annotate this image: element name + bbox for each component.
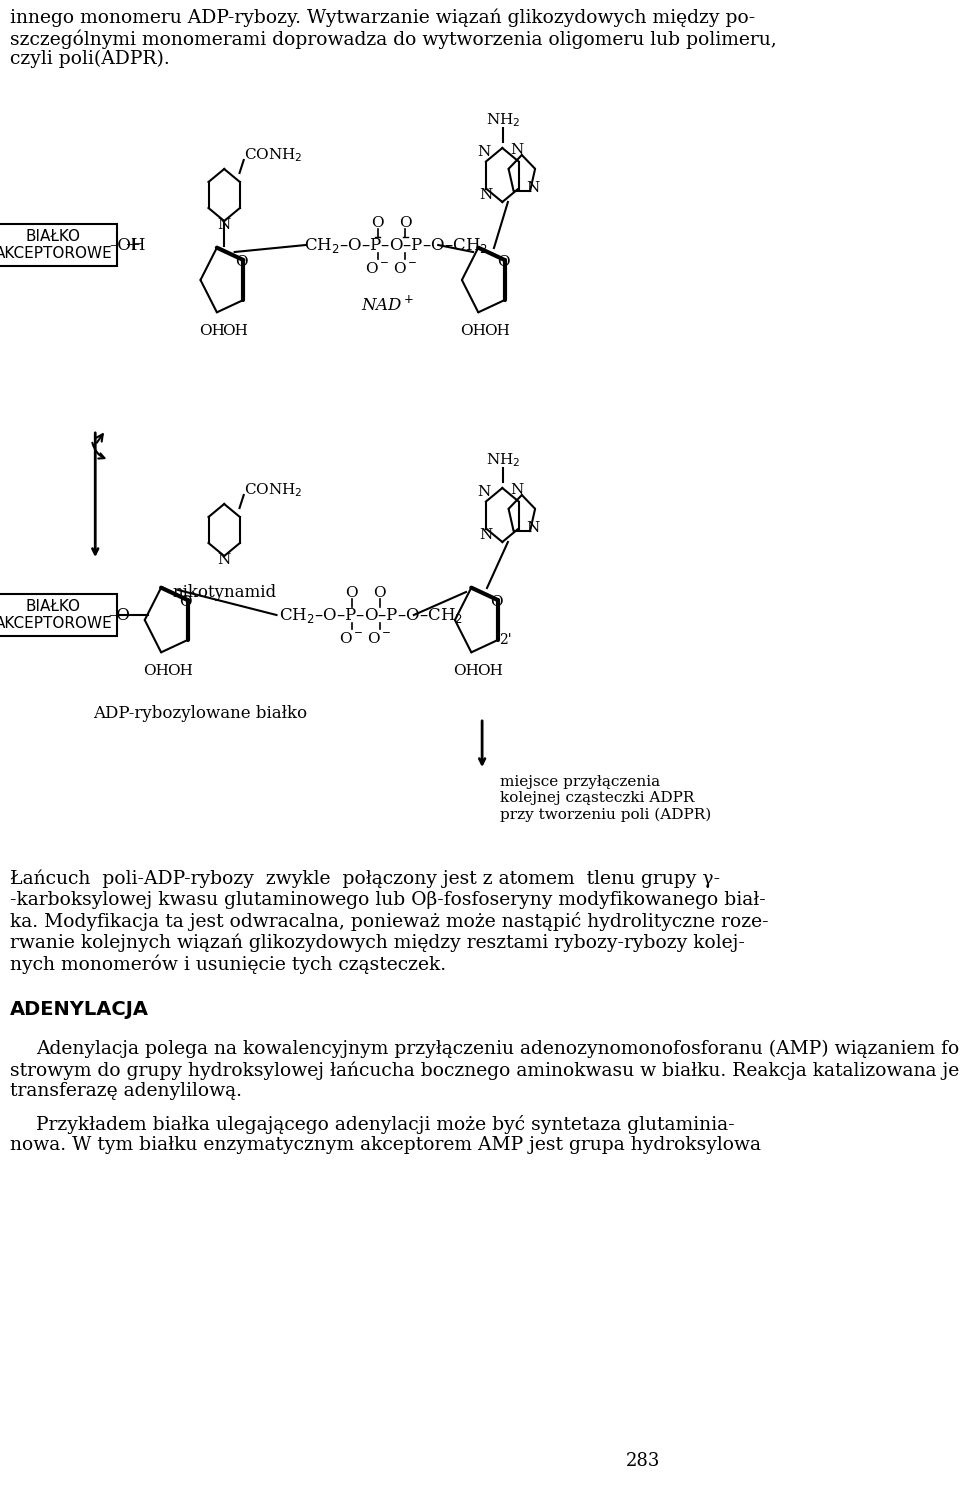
- Text: CH$_2$–O–P–O–P–O–CH$_2$: CH$_2$–O–P–O–P–O–CH$_2$: [304, 235, 489, 255]
- Text: N: N: [479, 527, 492, 542]
- Text: NAD$^+$: NAD$^+$: [361, 295, 415, 314]
- Text: –OH: –OH: [109, 237, 146, 253]
- Text: ADENYLACJA: ADENYLACJA: [11, 1000, 149, 1019]
- Text: O: O: [180, 595, 192, 609]
- Text: N: N: [526, 180, 540, 195]
- Text: O: O: [346, 586, 358, 600]
- Text: miejsce przyłączenia
kolejnej cząsteczki ADPR
przy tworzeniu poli (ADPR): miejsce przyłączenia kolejnej cząsteczki…: [499, 775, 710, 822]
- Text: OH: OH: [167, 665, 193, 678]
- Text: N: N: [218, 218, 230, 232]
- Text: szczególnymi monomerami doprowadza do wytworzenia oligomeru lub polimeru,: szczególnymi monomerami doprowadza do wy…: [11, 28, 777, 49]
- Text: rwanie kolejnych wiązań glikozydowych między resztami rybozy-rybozy kolej-: rwanie kolejnych wiązań glikozydowych mi…: [11, 933, 745, 952]
- Text: N: N: [479, 188, 492, 203]
- Text: O: O: [399, 216, 412, 229]
- Text: CH$_2$–O–P–O–P–O–CH$_2$: CH$_2$–O–P–O–P–O–CH$_2$: [278, 605, 463, 624]
- Text: O: O: [496, 255, 510, 270]
- Text: ADP-rybozylowane białko: ADP-rybozylowane białko: [93, 705, 307, 723]
- Text: O$^-$: O$^-$: [340, 630, 364, 647]
- Text: NH$_2$: NH$_2$: [486, 451, 520, 469]
- FancyArrowPatch shape: [96, 434, 103, 443]
- Text: OH: OH: [453, 665, 479, 678]
- Text: Łańcuch  poli-ADP-rybozy  zwykle  połączony jest z atomem  tlenu grupy γ-: Łańcuch poli-ADP-rybozy zwykle połączony…: [11, 870, 720, 888]
- Text: -karboksylowej kwasu glutaminowego lub Oβ-fosfoseryny modyfikowanego biał-: -karboksylowej kwasu glutaminowego lub O…: [11, 891, 766, 909]
- Text: N: N: [218, 553, 230, 568]
- Text: O$^-$: O$^-$: [368, 630, 392, 647]
- Text: O: O: [373, 586, 386, 600]
- Text: OH: OH: [477, 665, 503, 678]
- Text: CONH$_2$: CONH$_2$: [244, 481, 302, 499]
- Text: +: +: [126, 235, 142, 253]
- Text: OH: OH: [223, 323, 249, 338]
- Text: strowym do grupy hydroksylowej łańcucha bocznego aminokwasu w białku. Reakcja ka: strowym do grupy hydroksylowej łańcucha …: [11, 1061, 960, 1079]
- Text: O$^-$: O$^-$: [394, 261, 418, 276]
- Text: transferazę adenylilową.: transferazę adenylilową.: [11, 1082, 242, 1100]
- Text: CONH$_2$: CONH$_2$: [244, 146, 302, 164]
- Text: O$^-$: O$^-$: [366, 261, 390, 276]
- Text: nych monomerów i usunięcie tych cząsteczek.: nych monomerów i usunięcie tych cząstecz…: [11, 954, 446, 973]
- Text: N: N: [511, 483, 523, 498]
- Text: 283: 283: [626, 1451, 660, 1471]
- Text: BIAŁKO
AKCEPTOROWE: BIAŁKO AKCEPTOROWE: [0, 229, 112, 261]
- Text: BIAŁKO
AKCEPTOROWE: BIAŁKO AKCEPTOROWE: [0, 599, 112, 632]
- Text: Adenylacja polega na kowalencyjnym przyłączeniu adenozynomonofosforanu (AMP) wią: Adenylacja polega na kowalencyjnym przył…: [36, 1040, 960, 1058]
- Text: czyli poli(ADPR).: czyli poli(ADPR).: [11, 51, 170, 69]
- Text: O: O: [235, 255, 248, 270]
- Text: OH: OH: [199, 323, 225, 338]
- Text: N: N: [477, 486, 491, 499]
- Text: 2': 2': [499, 633, 512, 647]
- Text: O: O: [490, 595, 502, 609]
- Text: Przykładem białka ulegającego adenylacji może być syntetaza glutaminia-: Przykładem białka ulegającego adenylacji…: [36, 1115, 734, 1134]
- Text: NH$_2$: NH$_2$: [486, 112, 520, 128]
- Text: nowa. W tym białku enzymatycznym akceptorem AMP jest grupa hydroksylowa: nowa. W tym białku enzymatycznym akcepto…: [11, 1135, 761, 1153]
- Text: innego monomeru ADP-rybozy. Wytwarzanie wiązań glikozydowych między po-: innego monomeru ADP-rybozy. Wytwarzanie …: [11, 7, 756, 27]
- Text: ka. Modyfikacja ta jest odwracalna, ponieważ może nastąpić hydrolityczne roze-: ka. Modyfikacja ta jest odwracalna, poni…: [11, 912, 769, 931]
- Text: OH: OH: [460, 323, 486, 338]
- Text: –O: –O: [108, 606, 130, 623]
- Text: OH: OH: [484, 323, 510, 338]
- Text: N: N: [477, 145, 491, 159]
- Text: nikotynamid: nikotynamid: [172, 584, 276, 600]
- Text: N: N: [511, 143, 523, 156]
- Text: N: N: [526, 522, 540, 535]
- Text: O: O: [372, 216, 384, 229]
- Text: OH: OH: [143, 665, 169, 678]
